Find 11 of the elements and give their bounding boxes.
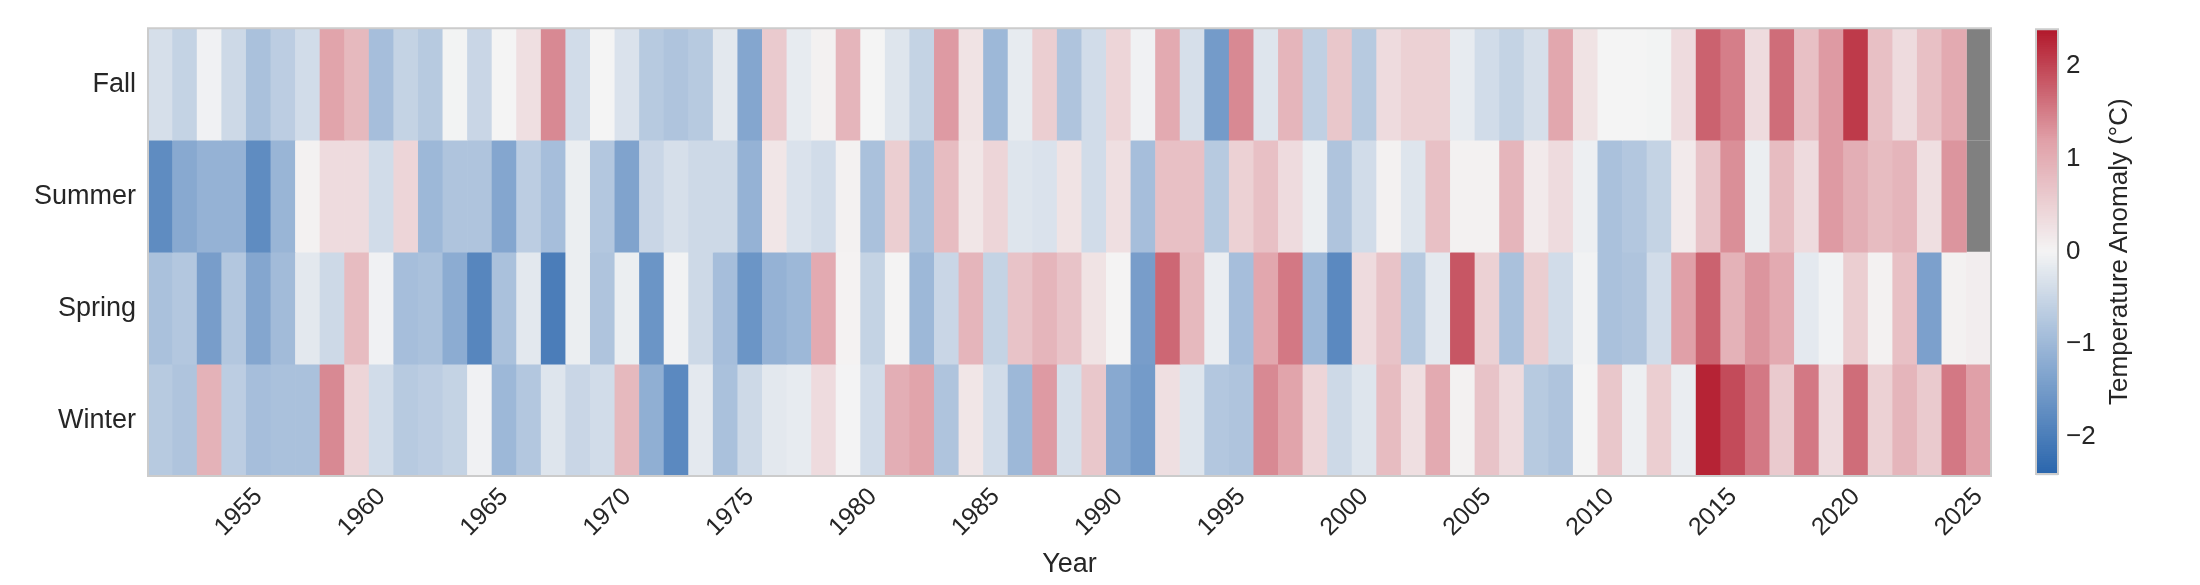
x-axis-title: Year: [1042, 548, 1097, 579]
y-tick-label: Fall: [92, 67, 136, 98]
y-tick-label: Spring: [57, 291, 136, 322]
color-bar-label: −1: [2066, 327, 2096, 358]
color-bar-title: Temperature Anomaly (°C): [2103, 98, 2134, 405]
color-bar-label: 2: [2066, 49, 2081, 80]
y-tick-label: Winter: [57, 403, 136, 434]
color-bar-label: −2: [2066, 420, 2096, 451]
y-tick-label: Summer: [33, 179, 137, 210]
color-bar-label: 1: [2066, 142, 2081, 173]
color-bar-label: 0: [2066, 234, 2081, 265]
